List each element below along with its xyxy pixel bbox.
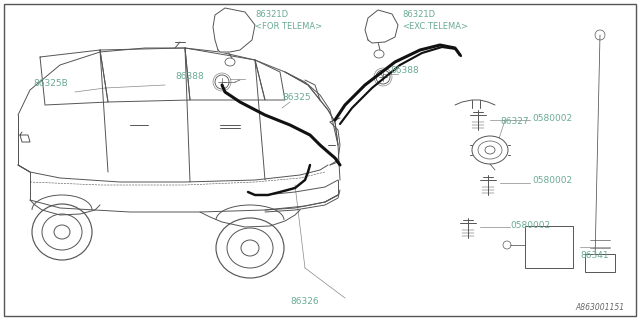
Text: 86326: 86326 <box>291 298 319 307</box>
Text: 0580002: 0580002 <box>510 220 550 229</box>
Text: 86327: 86327 <box>500 117 529 126</box>
Text: 86321D: 86321D <box>402 10 435 19</box>
Text: <FOR TELEMA>: <FOR TELEMA> <box>255 21 322 30</box>
Text: 86325B: 86325B <box>33 78 68 87</box>
Text: 86341: 86341 <box>580 251 609 260</box>
Ellipse shape <box>54 225 70 239</box>
Text: 86388: 86388 <box>390 66 419 75</box>
Ellipse shape <box>241 240 259 256</box>
Bar <box>585 254 615 272</box>
Polygon shape <box>365 10 398 43</box>
Text: A863001151: A863001151 <box>576 303 625 313</box>
Ellipse shape <box>472 136 508 164</box>
Text: 0580002: 0580002 <box>532 175 572 185</box>
Bar <box>525 226 573 268</box>
Text: 86325: 86325 <box>282 93 310 102</box>
Text: <EXC.TELEMA>: <EXC.TELEMA> <box>402 21 468 30</box>
Polygon shape <box>213 8 255 52</box>
Text: 0580002: 0580002 <box>532 114 572 123</box>
Text: 86321D: 86321D <box>255 10 288 19</box>
Text: 86388: 86388 <box>175 71 204 81</box>
